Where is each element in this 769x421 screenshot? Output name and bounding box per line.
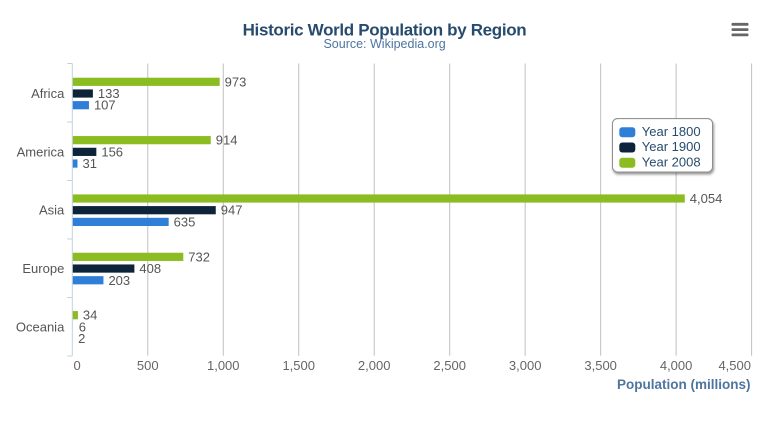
svg-text:4,500: 4,500 (718, 358, 751, 373)
svg-text:2: 2 (78, 331, 85, 346)
svg-text:156: 156 (101, 144, 123, 159)
svg-text:Source: Wikipedia.org: Source: Wikipedia.org (323, 37, 445, 51)
svg-text:Year 1900: Year 1900 (642, 139, 701, 154)
svg-text:Year 2008: Year 2008 (642, 154, 701, 169)
svg-text:3,000: 3,000 (509, 358, 542, 373)
svg-text:Historic World Population by R: Historic World Population by Region (243, 20, 527, 39)
svg-text:0: 0 (74, 358, 81, 373)
svg-text:732: 732 (188, 249, 210, 264)
svg-text:914: 914 (216, 133, 238, 148)
svg-text:34: 34 (83, 308, 97, 323)
svg-text:2,000: 2,000 (358, 358, 391, 373)
svg-text:635: 635 (174, 214, 196, 229)
svg-text:1,000: 1,000 (207, 358, 240, 373)
svg-text:3,500: 3,500 (584, 358, 617, 373)
svg-text:America: America (17, 144, 65, 159)
svg-text:Africa: Africa (31, 86, 65, 101)
svg-text:203: 203 (108, 273, 130, 288)
svg-text:133: 133 (98, 86, 120, 101)
svg-text:Oceania: Oceania (16, 319, 65, 334)
svg-text:973: 973 (225, 74, 247, 89)
svg-text:Europe: Europe (22, 261, 64, 276)
svg-text:408: 408 (139, 261, 161, 276)
svg-text:6: 6 (79, 319, 86, 334)
svg-text:Year 1800: Year 1800 (642, 124, 701, 139)
svg-text:31: 31 (82, 156, 96, 171)
svg-text:4,000: 4,000 (660, 358, 693, 373)
svg-text:500: 500 (137, 358, 159, 373)
svg-text:4,054: 4,054 (690, 191, 723, 206)
svg-text:1,500: 1,500 (282, 358, 315, 373)
svg-text:107: 107 (94, 98, 116, 113)
svg-text:2,500: 2,500 (433, 358, 466, 373)
svg-text:947: 947 (221, 203, 243, 218)
svg-text:Population (millions): Population (millions) (617, 377, 751, 392)
svg-text:Asia: Asia (39, 203, 65, 218)
